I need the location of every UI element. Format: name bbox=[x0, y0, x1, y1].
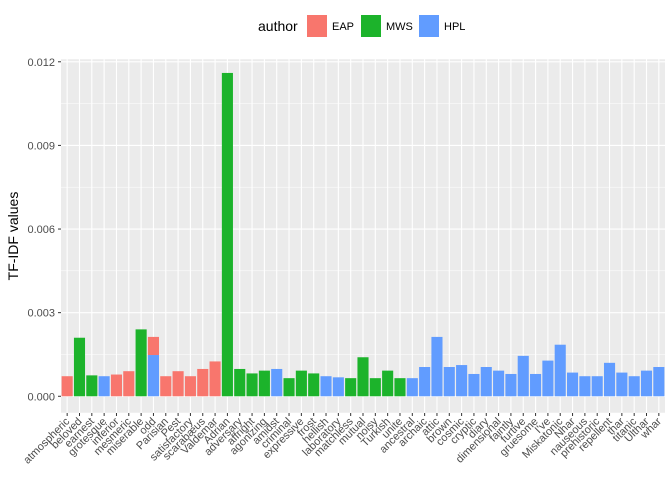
bar-grotesque-hpl bbox=[98, 376, 110, 397]
bar-brown-hpl bbox=[443, 367, 455, 397]
bar-expressive-mws bbox=[295, 370, 307, 397]
bar-frost-mws bbox=[308, 373, 320, 397]
legend: author EAP MWS HPL bbox=[258, 15, 465, 37]
bar-odd-hpl bbox=[147, 355, 159, 397]
legend-items: EAP MWS HPL bbox=[307, 15, 465, 37]
bar-gruesome-hpl bbox=[530, 373, 542, 397]
bar-affright-mws bbox=[246, 373, 258, 397]
legend-key-mws bbox=[361, 15, 381, 37]
bar-adversary-mws bbox=[234, 368, 246, 397]
x-axis: atmosphericbelovedearnestgrotesqueinferi… bbox=[21, 413, 664, 466]
legend-label-mws: MWS bbox=[386, 21, 413, 33]
bar-ulthar-hpl bbox=[640, 370, 653, 397]
legend-label-hpl: HPL bbox=[444, 21, 465, 33]
bar-matchless-mws bbox=[345, 378, 357, 397]
bar-i-ve-hpl bbox=[542, 360, 554, 397]
y-tick-label: 0.003 bbox=[27, 308, 55, 320]
bar-earnest-mws bbox=[86, 375, 98, 397]
bar-valdemar-eap bbox=[209, 361, 221, 397]
bar-nauseous-hpl bbox=[579, 376, 591, 397]
y-tick-label: 0.006 bbox=[27, 224, 55, 236]
y-axis-title: TF-IDF values bbox=[5, 192, 21, 281]
bar-inferior-eap bbox=[110, 374, 123, 397]
bar-cosmic-hpl bbox=[456, 365, 468, 397]
bar-hellish-hpl bbox=[320, 376, 332, 397]
legend-title: author bbox=[258, 18, 298, 34]
bar-adrian-mws bbox=[221, 72, 233, 397]
y-tick-label: 0.000 bbox=[27, 391, 55, 403]
bar-dimensional-hpl bbox=[493, 370, 505, 397]
y-axis: 0.000 0.003 0.006 0.009 0.012 bbox=[27, 57, 61, 403]
bar-thar-hpl bbox=[616, 372, 628, 397]
legend-key-eap bbox=[307, 15, 327, 37]
bar-furtive-hpl bbox=[517, 355, 529, 397]
bar-noisy-mws bbox=[369, 378, 381, 397]
bar-cryptic-hpl bbox=[468, 373, 480, 397]
bar-ancestral-hpl bbox=[406, 378, 418, 397]
bar-mutual-mws bbox=[357, 357, 369, 397]
bar-attic-hpl bbox=[431, 336, 443, 397]
bar-unite-mws bbox=[394, 378, 406, 397]
bar-parisian-eap bbox=[160, 376, 172, 397]
y-tick-label: 0.012 bbox=[27, 57, 55, 69]
bar-prehistoric-hpl bbox=[591, 376, 603, 397]
bar-scarab-us-eap bbox=[197, 368, 209, 397]
bar-titanic-hpl bbox=[628, 376, 640, 397]
bar-satisfactory-eap bbox=[184, 376, 196, 397]
bar-turkish-mws bbox=[382, 370, 394, 397]
bar-agonizing-mws bbox=[258, 370, 270, 397]
bar-repellent-hpl bbox=[603, 362, 616, 397]
bar-miserable-mws bbox=[135, 329, 147, 397]
bar-pest-eap bbox=[172, 371, 184, 397]
bar-criminal-mws bbox=[283, 378, 295, 397]
bar-atmospheric-eap bbox=[61, 376, 73, 397]
legend-label-eap: EAP bbox=[332, 21, 354, 33]
bars bbox=[61, 72, 665, 397]
bar-odd-eap bbox=[147, 336, 159, 356]
bar-laboratory-hpl bbox=[332, 377, 344, 397]
grid bbox=[61, 58, 665, 414]
bar-amidst-hpl bbox=[271, 368, 283, 397]
legend-key-hpl bbox=[419, 15, 439, 37]
bar-beloved-mws bbox=[73, 337, 86, 397]
bar-diary-hpl bbox=[480, 367, 492, 397]
y-tick-label: 0.009 bbox=[27, 140, 55, 152]
bar-miskatonic-hpl bbox=[554, 344, 566, 397]
bar-mesmeric-eap bbox=[123, 371, 135, 397]
bar-archaic-hpl bbox=[419, 367, 431, 397]
bar-faintly-hpl bbox=[505, 373, 517, 397]
bar-whar-hpl bbox=[653, 367, 665, 397]
bar-nhar-hpl bbox=[567, 372, 579, 397]
